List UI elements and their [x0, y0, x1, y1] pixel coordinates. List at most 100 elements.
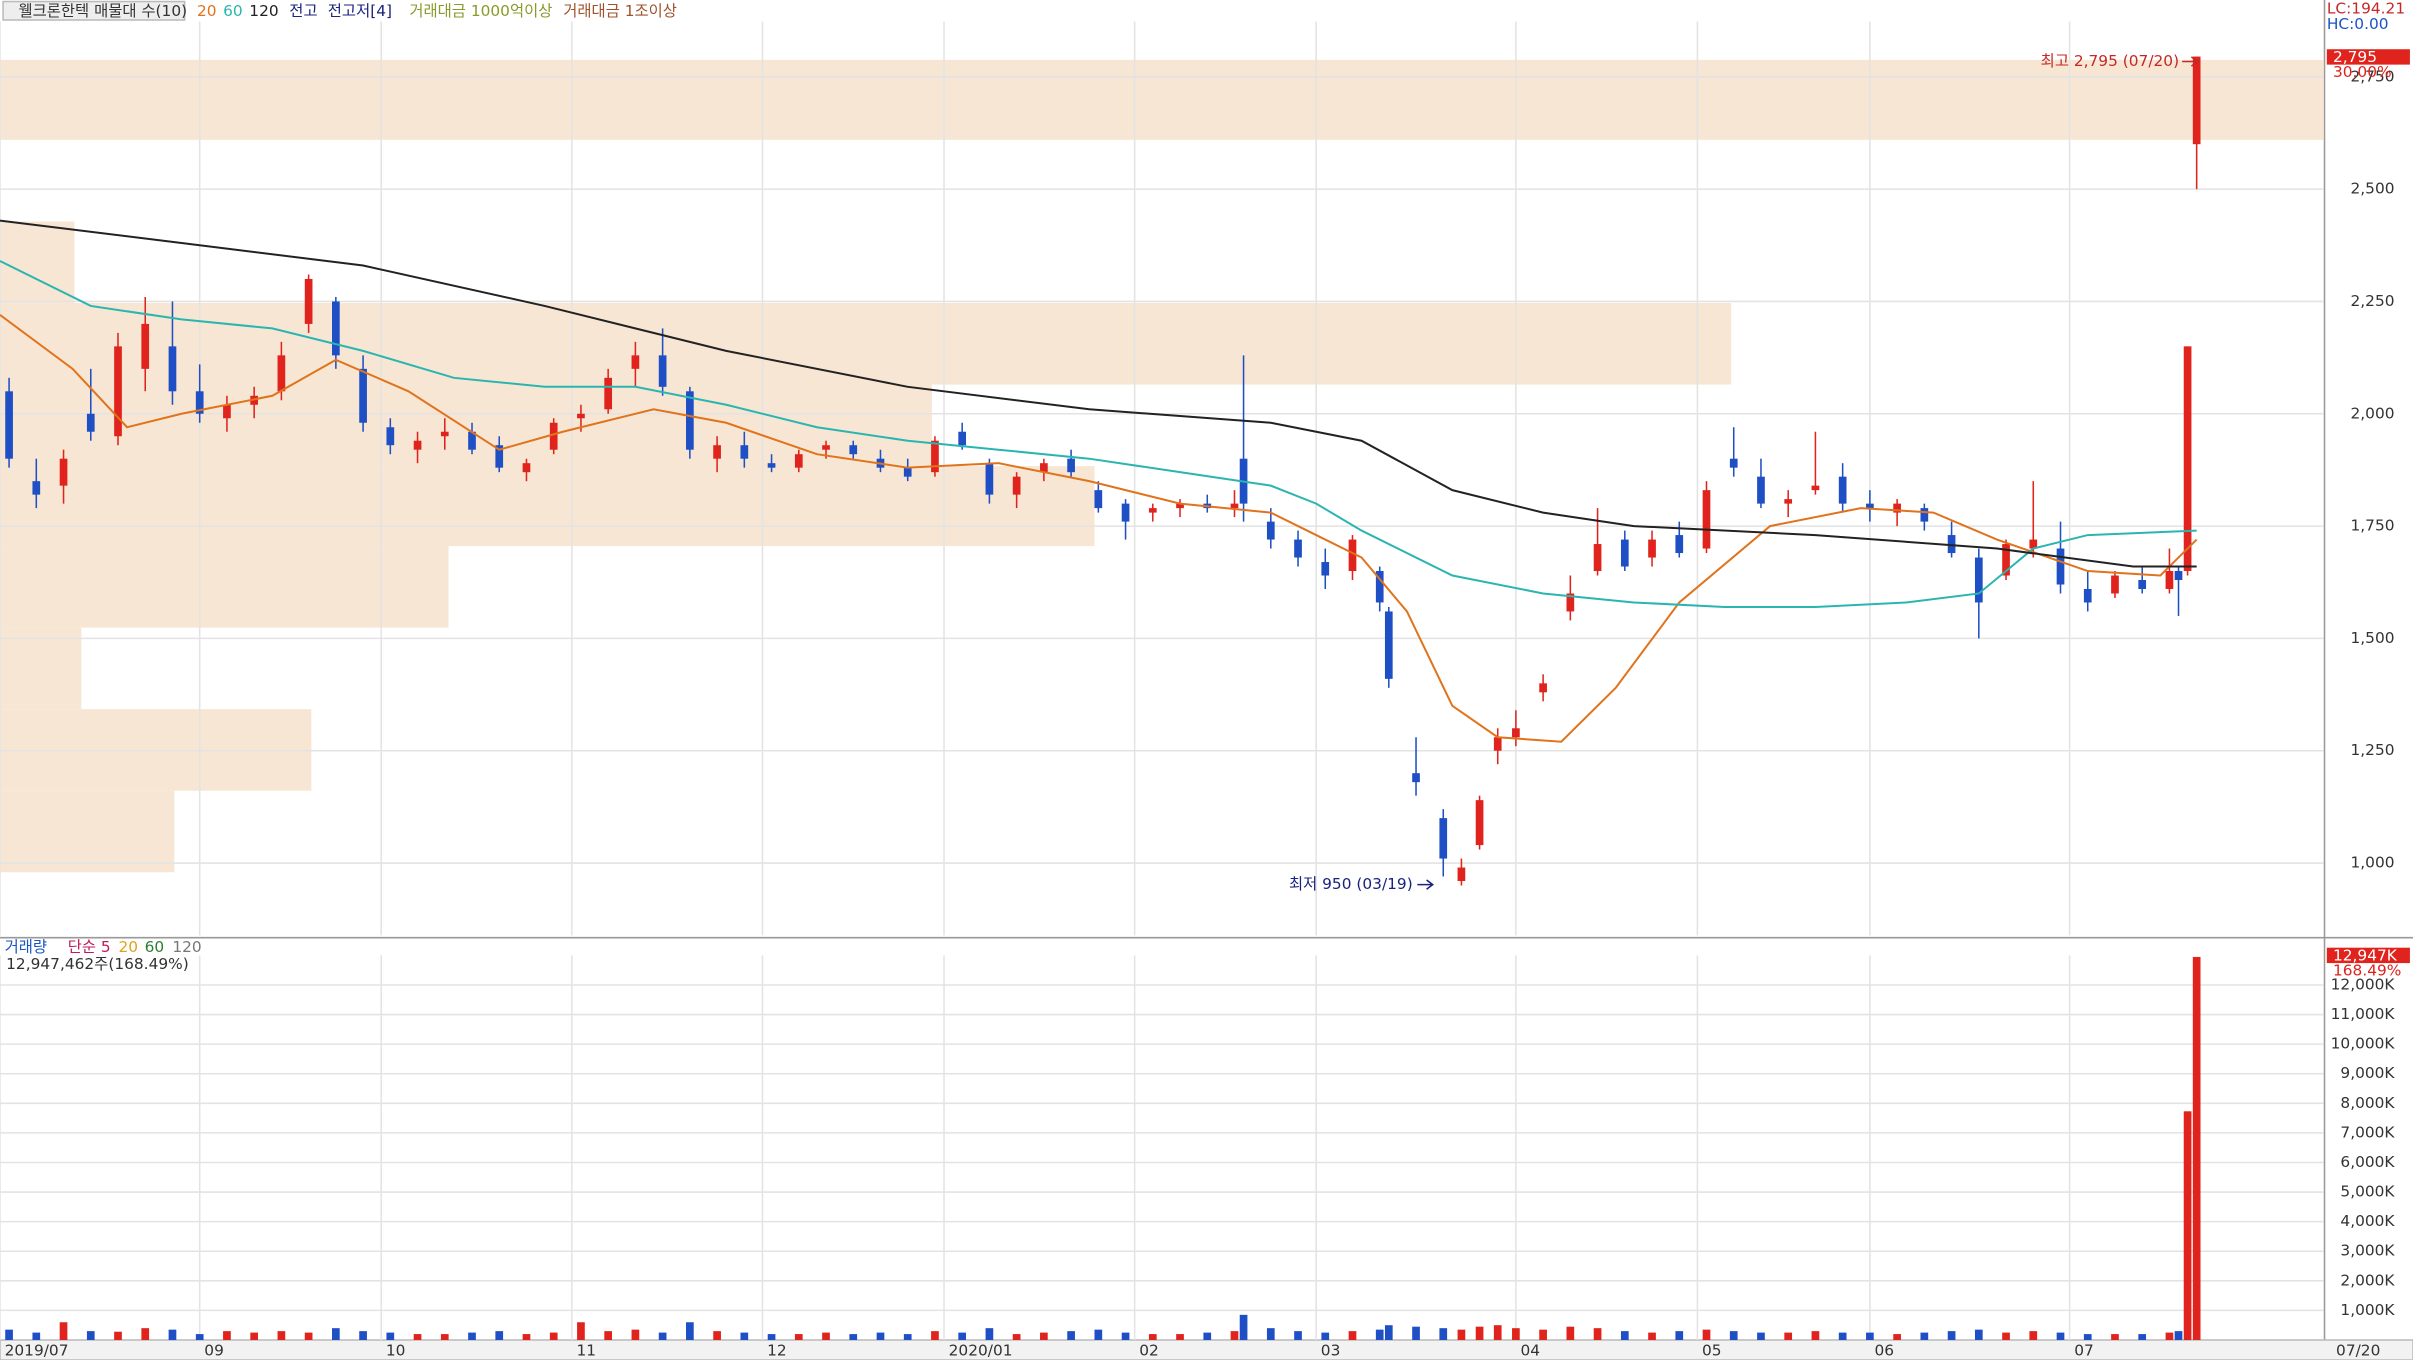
volume-bar: [1040, 1332, 1048, 1340]
candle-body: [332, 301, 340, 356]
volume-tick-label: 6,000K: [2340, 1153, 2395, 1171]
candle-body: [1920, 508, 1929, 522]
candle-body: [1384, 611, 1393, 679]
volume-bar: [1348, 1331, 1357, 1340]
volume-bar: [849, 1334, 858, 1340]
candle-body: [822, 445, 830, 450]
volume-bar: [2174, 1331, 2183, 1340]
volume-legend: 120: [172, 938, 201, 956]
candle-body: [86, 413, 95, 432]
volume-bar: [903, 1334, 912, 1340]
candle-body: [2083, 588, 2092, 603]
volume-legend: 20: [118, 938, 138, 956]
hc-label: HC:0.00: [2327, 15, 2389, 33]
candle-body: [767, 463, 776, 468]
volume-bar: [2192, 956, 2201, 1340]
volume-bar: [1176, 1334, 1184, 1340]
ma-legend: 120: [249, 2, 278, 20]
volume-bar: [250, 1332, 259, 1340]
volume-tick-label: 12,000K: [2331, 975, 2396, 993]
candle-body: [2056, 548, 2065, 585]
candle-body: [1757, 476, 1765, 504]
volume-tick-label: 3,000K: [2340, 1242, 2395, 1260]
volume-tick-label: 10,000K: [2331, 1035, 2396, 1053]
legend-item: 거래대금 1조이상: [563, 2, 677, 20]
ma-legend: 60: [223, 2, 243, 20]
volume-bar: [876, 1332, 885, 1340]
volume-bar: [604, 1331, 613, 1340]
volume-bar: [713, 1331, 721, 1340]
volume-bar: [1539, 1329, 1547, 1340]
volume-badge: [2326, 947, 2410, 964]
volume-bar: [1067, 1331, 1075, 1340]
volume-bar: [2056, 1332, 2065, 1340]
volume-bar: [1239, 1314, 1248, 1340]
x-tick-label: 04: [1520, 1341, 1540, 1359]
volume-bar: [1512, 1328, 1520, 1340]
volume-bar: [1121, 1332, 1130, 1340]
volume-bar: [1947, 1331, 1956, 1340]
candle-body: [2002, 544, 2010, 576]
x-tick-label: 2020/01: [949, 1341, 1013, 1359]
candle-body: [2029, 539, 2038, 549]
candle-body: [1294, 539, 1302, 558]
candle-body: [1094, 490, 1103, 509]
volume-bar: [168, 1329, 177, 1340]
annotation-arrow: [2182, 56, 2199, 67]
candle-body: [1493, 737, 1502, 751]
volume-bar: [1012, 1334, 1021, 1340]
candle-body: [32, 481, 41, 495]
last-volume: 12,947K: [2333, 947, 2398, 965]
x-tick-label: 09: [204, 1341, 224, 1359]
volume-profile-bar: [0, 59, 2324, 140]
candle-body: [1838, 476, 1847, 504]
volume-bar: [1702, 1329, 1711, 1340]
price-badge: [2326, 49, 2410, 65]
candle-body: [386, 427, 395, 446]
candle-body: [1266, 521, 1275, 540]
candle-body: [1321, 562, 1330, 576]
volume-bar: [686, 1322, 694, 1340]
volume-bar: [1230, 1331, 1239, 1340]
candle-body: [195, 391, 204, 414]
annotation-arrow: [1417, 879, 1435, 890]
volume-bar: [1094, 1329, 1103, 1340]
volume-bar: [1811, 1331, 1820, 1340]
volume-bar: [1321, 1332, 1330, 1340]
y-tick-label: 1,500: [2351, 629, 2395, 647]
candle-body: [1620, 539, 1629, 567]
volume-bar: [440, 1334, 449, 1340]
y-tick-label: 2,500: [2351, 180, 2395, 198]
volume-bar: [223, 1331, 231, 1340]
candle-body: [794, 454, 803, 468]
candle-body: [468, 431, 476, 450]
volume-profile-bar: [0, 466, 1095, 547]
volume-bar: [1593, 1328, 1602, 1340]
y-tick-label: 2,000: [2351, 404, 2395, 422]
volume-bar: [958, 1332, 967, 1340]
candle-body: [1148, 508, 1157, 513]
candle-body: [495, 445, 504, 468]
candle-body: [1893, 503, 1901, 513]
volume-ratio: 168.49%: [2333, 961, 2401, 979]
volume-bar: [658, 1332, 667, 1340]
volume-bar: [794, 1334, 803, 1340]
candle-body: [713, 445, 721, 459]
candle-body: [1811, 485, 1820, 491]
volume-bar: [767, 1334, 776, 1340]
y-tick-label: 1,750: [2351, 517, 2395, 535]
candle-body: [1539, 683, 1547, 693]
volume-legend: 단순 5: [68, 938, 111, 956]
volume-bar: [5, 1329, 13, 1340]
legend-item: 거래대금 1000억이상: [409, 2, 552, 20]
candle-body: [1230, 503, 1239, 509]
candle-body: [1348, 539, 1357, 572]
y-tick-label: 2,750: [2351, 67, 2395, 85]
candle-body: [549, 422, 558, 450]
low-annotation: 최저 950 (03/19): [1289, 875, 1413, 893]
volume-bar: [1566, 1326, 1575, 1340]
volume-tick-label: 5,000K: [2340, 1183, 2395, 1201]
candle-body: [604, 377, 613, 410]
volume-bar: [86, 1331, 95, 1340]
